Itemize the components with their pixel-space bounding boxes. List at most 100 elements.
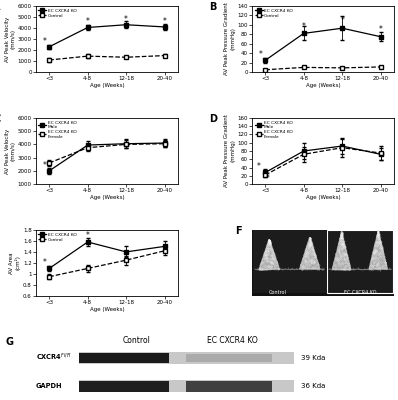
Legend: EC CXCR4 KO, Control: EC CXCR4 KO, Control (38, 8, 77, 18)
Point (268, 247, 275, 253)
Point (261, 262, 268, 268)
Point (375, 260, 381, 267)
Point (336, 242, 342, 249)
Point (267, 241, 273, 248)
Point (269, 250, 275, 256)
Point (343, 250, 349, 257)
Point (261, 252, 268, 258)
Point (375, 230, 381, 236)
Point (263, 254, 269, 261)
Point (375, 232, 381, 238)
Point (372, 248, 378, 255)
Y-axis label: AV Area
(cm²): AV Area (cm²) (9, 252, 21, 274)
Text: F: F (235, 226, 242, 236)
Point (374, 234, 380, 240)
Point (267, 239, 273, 246)
Point (378, 246, 384, 253)
Point (367, 266, 374, 272)
Point (375, 230, 382, 237)
Point (376, 258, 382, 264)
Point (375, 231, 382, 237)
Point (339, 239, 346, 246)
Point (339, 245, 345, 251)
Point (340, 260, 346, 266)
Point (266, 237, 273, 243)
X-axis label: Age (Weeks): Age (Weeks) (306, 195, 340, 200)
Point (308, 239, 314, 245)
Polygon shape (259, 239, 279, 270)
Polygon shape (332, 231, 351, 270)
Point (262, 249, 269, 256)
Point (336, 255, 342, 261)
Point (341, 244, 347, 250)
Point (266, 238, 273, 244)
Point (269, 255, 275, 262)
Point (370, 253, 376, 260)
Point (309, 250, 316, 256)
Point (273, 258, 279, 264)
Point (340, 266, 346, 272)
Point (265, 255, 271, 262)
Point (374, 232, 380, 239)
Point (368, 262, 375, 268)
Point (307, 236, 313, 242)
Point (314, 266, 321, 272)
Point (338, 238, 344, 245)
Point (343, 251, 349, 258)
Point (375, 233, 381, 240)
Point (332, 261, 338, 268)
Point (377, 237, 383, 244)
Point (373, 240, 380, 246)
Point (374, 259, 380, 266)
Point (263, 250, 269, 256)
Point (339, 249, 345, 256)
Point (307, 237, 313, 243)
Point (377, 251, 383, 257)
Point (373, 238, 380, 245)
Point (267, 240, 273, 246)
Point (372, 249, 378, 256)
Point (306, 249, 312, 255)
Point (375, 233, 381, 239)
Point (266, 258, 273, 264)
Point (305, 242, 311, 248)
Point (375, 262, 382, 268)
Bar (79, 381, 169, 392)
Point (337, 249, 343, 256)
Point (302, 260, 308, 266)
Point (338, 241, 344, 248)
Point (340, 243, 347, 250)
Point (369, 263, 376, 269)
Point (267, 252, 273, 258)
Point (306, 247, 312, 253)
Point (338, 236, 344, 242)
Point (375, 235, 382, 241)
Point (375, 229, 382, 236)
Point (312, 254, 318, 260)
Point (271, 252, 277, 258)
Point (308, 250, 314, 257)
Point (265, 262, 272, 268)
Point (302, 250, 308, 256)
Point (339, 241, 345, 247)
Point (376, 240, 382, 247)
Point (266, 242, 273, 248)
Point (373, 241, 379, 248)
Point (341, 251, 347, 257)
Point (375, 260, 381, 266)
Point (336, 260, 343, 266)
Point (259, 266, 265, 272)
Point (338, 230, 345, 237)
Point (262, 254, 268, 261)
Point (299, 266, 306, 272)
Point (302, 253, 308, 259)
Point (312, 252, 318, 258)
Point (269, 252, 275, 259)
Point (306, 236, 313, 242)
Point (338, 262, 344, 268)
Point (309, 246, 316, 252)
Point (303, 249, 310, 256)
Point (266, 237, 273, 244)
Point (262, 249, 268, 256)
Point (306, 258, 312, 264)
